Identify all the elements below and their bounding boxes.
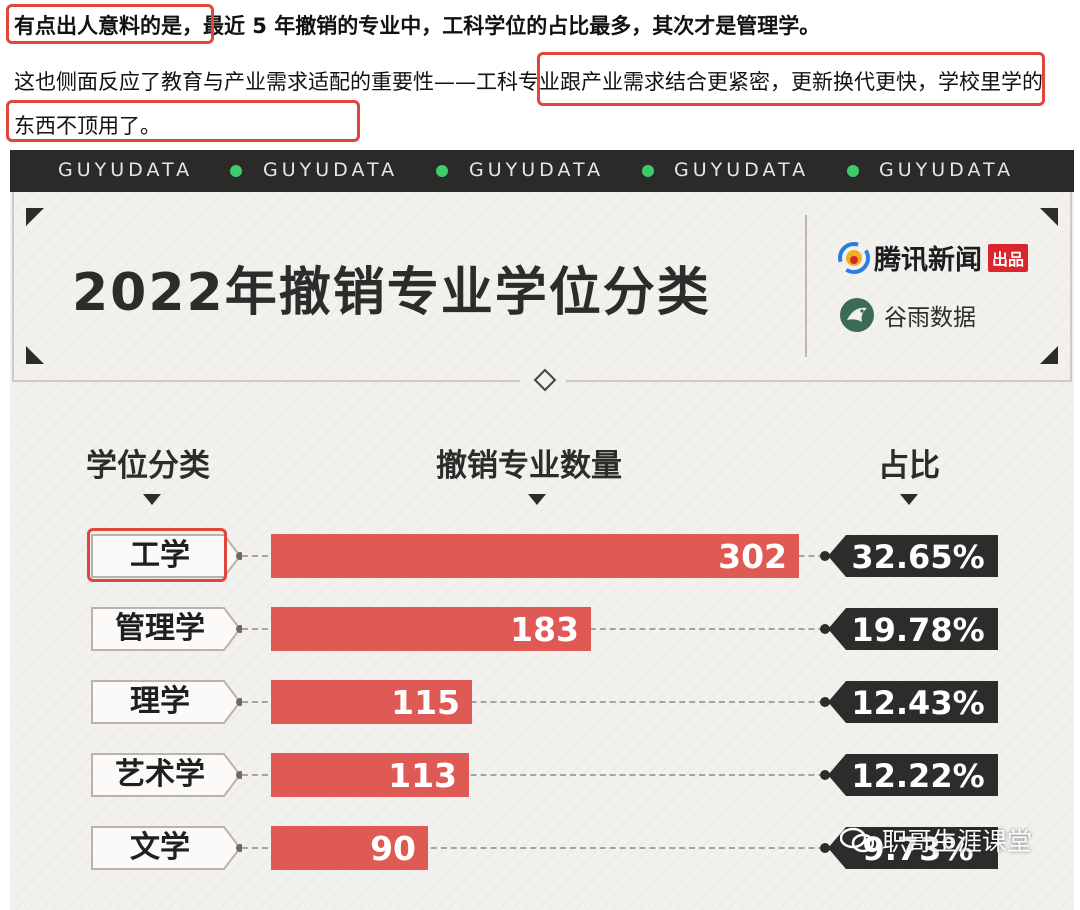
category-label: 文学 (130, 830, 190, 865)
banner-text: GUYUDATA (879, 159, 1015, 181)
bar: 115 (271, 680, 472, 724)
dashed-guide (242, 701, 884, 703)
share-label: 12.43% (851, 684, 985, 722)
dashed-guide (242, 847, 884, 849)
category-tag: 工学 (90, 533, 242, 579)
frame-border (1070, 192, 1072, 382)
dashed-guide (242, 774, 884, 776)
banner-text: GUYUDATA (674, 159, 810, 181)
category-label: 工学 (130, 538, 190, 573)
green-dot-icon (847, 165, 859, 177)
corner-triangle-icon (26, 346, 44, 364)
share-tag: 12.43% (820, 679, 998, 725)
share-tag: 32.65% (820, 533, 998, 579)
article-paragraph-1: 有点出人意料的是，最近 5 年撤销的专业中，工科学位的占比最多，其次才是管理学。 (14, 8, 1074, 44)
column-header-count: 撤销专业数量 (436, 448, 622, 484)
bar-value-label: 90 (370, 829, 416, 868)
tencent-news-text: 腾讯新闻 (874, 245, 982, 276)
tencent-badge: 出品 (988, 243, 1029, 272)
highlight-phrase: 有点出人意料的是 (14, 14, 182, 38)
frame-border (12, 192, 14, 382)
highlight-phrase: 工科专业跟产业需求结合更紧密，更新换代更 (476, 70, 896, 94)
bar-value-label: 183 (510, 610, 579, 649)
down-arrow-icon (143, 494, 161, 505)
guyu-bird-icon (840, 298, 874, 332)
paragraph-text: ，最近 5 年撤销的专业中，工科学位的占比最多，其次才是管理学。 (182, 14, 821, 38)
share-label: 32.65% (851, 538, 985, 576)
banner-text: GUYUDATA (58, 159, 194, 181)
category-label: 艺术学 (115, 757, 205, 792)
chart-row: 文学 90 9.73% (10, 822, 1074, 874)
bar: 302 (271, 534, 799, 578)
category-tag: 理学 (90, 679, 242, 725)
banner-text: GUYUDATA (469, 159, 605, 181)
category-label: 理学 (130, 684, 190, 719)
down-arrow-icon (528, 494, 546, 505)
category-tag: 文学 (90, 825, 242, 871)
bar: 113 (271, 753, 469, 797)
bar: 90 (271, 826, 428, 870)
category-tag: 管理学 (90, 606, 242, 652)
paragraph-text: 这也侧面反应了教育与产业需求适配的重要性—— (14, 70, 476, 94)
divider (14, 380, 520, 382)
share-tag: 19.78% (820, 606, 998, 652)
guyudata-banner: GUYUDATA GUYUDATA GUYUDATA GUYUDATA GUYU… (10, 150, 1074, 192)
green-dot-icon (436, 165, 448, 177)
column-header-category: 学位分类 (86, 448, 210, 484)
green-dot-icon (642, 165, 654, 177)
category-tag: 艺术学 (90, 752, 242, 798)
wechat-icon (840, 827, 874, 853)
bar: 183 (271, 607, 591, 651)
infographic: GUYUDATA GUYUDATA GUYUDATA GUYUDATA GUYU… (10, 150, 1074, 910)
chart-row: 工学 302 32.65% (10, 530, 1074, 582)
bar-value-label: 115 (391, 683, 460, 722)
corner-triangle-icon (26, 208, 44, 226)
diamond-icon (533, 368, 557, 392)
article-paragraph-2: 这也侧面反应了教育与产业需求适配的重要性——工科专业跟产业需求结合更紧密，更新换… (14, 60, 1054, 148)
divider (566, 380, 1070, 382)
category-label: 管理学 (115, 611, 205, 646)
watermark-text: 职哥生涯课堂 (882, 827, 1033, 856)
chart-row: 理学 115 12.43% (10, 676, 1074, 728)
green-dot-icon (230, 165, 242, 177)
tencent-bell-icon (838, 241, 870, 274)
guyu-data-text: 谷雨数据 (884, 305, 976, 331)
share-label: 19.78% (851, 611, 985, 649)
corner-triangle-icon (1040, 208, 1058, 226)
share-label: 12.22% (851, 757, 985, 795)
column-header-share: 占比 (878, 448, 940, 484)
bar-value-label: 302 (718, 537, 787, 576)
chart-row: 艺术学 113 12.22% (10, 749, 1074, 801)
corner-triangle-icon (1040, 346, 1058, 364)
bar-value-label: 113 (388, 756, 457, 795)
banner-text: GUYUDATA (263, 159, 399, 181)
chart-row: 管理学 183 19.78% (10, 603, 1074, 655)
highlight-phrase: 快，学校里学的东西不顶用了。 (14, 70, 1043, 138)
watermark: 职哥生涯课堂 (840, 822, 1032, 858)
divider (805, 215, 807, 357)
tencent-news-logo: 腾讯新闻 出品 (838, 238, 1029, 277)
share-label: 9.73% (862, 830, 974, 868)
guyu-data-logo: 谷雨数据 (838, 296, 976, 334)
chart-title: 2022年撤销专业学位分类 (72, 263, 711, 323)
down-arrow-icon (900, 494, 918, 505)
share-tag: 12.22% (820, 752, 998, 798)
